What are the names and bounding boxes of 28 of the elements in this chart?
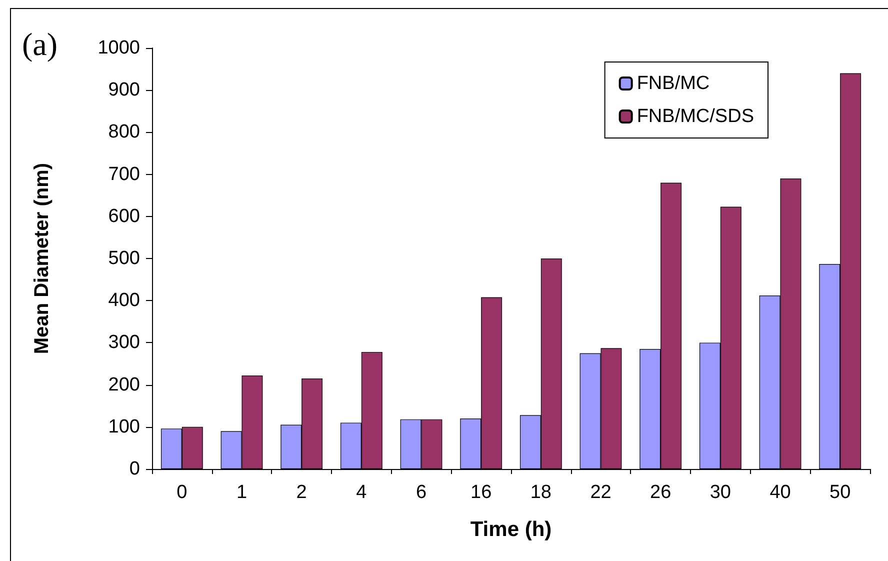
x-tick-label: 50 (830, 482, 851, 503)
y-tick-label: 300 (108, 332, 140, 354)
y-tick-label: 600 (108, 206, 140, 227)
x-tick-label: 4 (356, 482, 368, 503)
y-tick-label: 200 (108, 374, 140, 396)
y-tick-label: 700 (108, 164, 140, 185)
x-tick-label: 6 (416, 482, 427, 503)
x-tick-label: 26 (650, 482, 672, 503)
legend-label: FNB/MC/SDS (636, 106, 754, 127)
x-tick-label: 1 (236, 482, 248, 503)
y-tick-label: 800 (108, 122, 140, 143)
x-tick-label: 22 (590, 482, 612, 503)
x-tick-label: 16 (470, 482, 492, 503)
y-tick-label: 1000 (98, 38, 140, 58)
x-tick-label: 2 (296, 482, 307, 503)
y-tick-label: 400 (108, 290, 140, 312)
y-tick-label: 0 (129, 458, 140, 480)
y-tick-label: 900 (108, 80, 140, 101)
y-tick-label: 500 (108, 248, 140, 269)
x-axis-title: Time (h) (470, 518, 552, 541)
x-tick-label: 18 (530, 482, 552, 503)
x-tick-label: 30 (710, 482, 731, 503)
text: (a) (22, 26, 58, 63)
x-tick-label: 40 (770, 482, 791, 503)
y-tick-label: 100 (108, 416, 140, 438)
x-tick-label: 0 (176, 482, 188, 503)
legend-label: FNB/MC (636, 73, 710, 94)
y-axis-title: Mean Diameter (nm) (31, 162, 53, 354)
